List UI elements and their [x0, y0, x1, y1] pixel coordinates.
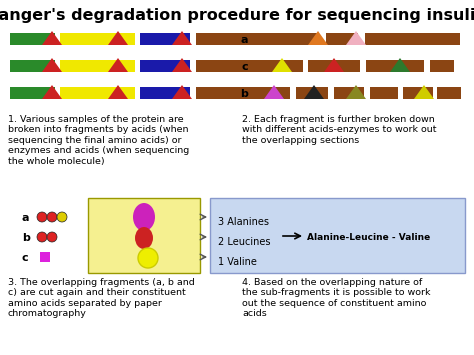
- Text: Alanine-Leucine - Valine: Alanine-Leucine - Valine: [307, 233, 430, 242]
- Bar: [370, 87, 398, 99]
- Polygon shape: [264, 85, 284, 99]
- Circle shape: [37, 212, 47, 222]
- Polygon shape: [308, 31, 328, 45]
- Text: a: a: [240, 35, 248, 45]
- Polygon shape: [414, 85, 434, 99]
- Bar: [60, 33, 135, 45]
- Polygon shape: [272, 58, 292, 72]
- Circle shape: [47, 232, 57, 242]
- Polygon shape: [108, 58, 128, 72]
- Text: b: b: [22, 233, 30, 243]
- Bar: [365, 33, 460, 45]
- Bar: [366, 60, 424, 72]
- Polygon shape: [42, 31, 62, 45]
- Ellipse shape: [135, 227, 153, 249]
- Bar: [196, 33, 286, 45]
- Bar: [258, 60, 303, 72]
- Polygon shape: [42, 58, 62, 72]
- Polygon shape: [304, 85, 324, 99]
- Bar: [334, 87, 364, 99]
- Bar: [10, 87, 55, 99]
- Bar: [196, 60, 286, 72]
- Text: 1. Various samples of the protein are
broken into fragments by acids (when
seque: 1. Various samples of the protein are br…: [8, 115, 189, 165]
- Text: c: c: [22, 253, 28, 263]
- Text: 3. The overlapping fragments (a, b and
c) are cut again and their constituent
am: 3. The overlapping fragments (a, b and c…: [8, 278, 195, 318]
- Polygon shape: [108, 85, 128, 99]
- Bar: [140, 60, 190, 72]
- Text: 1 Valine: 1 Valine: [218, 257, 257, 267]
- Bar: [196, 87, 286, 99]
- Polygon shape: [172, 58, 192, 72]
- Text: a: a: [22, 213, 29, 223]
- Bar: [437, 87, 461, 99]
- Circle shape: [47, 212, 57, 222]
- Polygon shape: [108, 31, 128, 45]
- Polygon shape: [172, 31, 192, 45]
- Text: c: c: [241, 62, 248, 72]
- Text: 3 Alanines: 3 Alanines: [218, 217, 269, 227]
- Polygon shape: [172, 85, 192, 99]
- Bar: [258, 87, 290, 99]
- Polygon shape: [346, 31, 366, 45]
- Polygon shape: [346, 85, 366, 99]
- Bar: [210, 198, 465, 273]
- Bar: [10, 33, 55, 45]
- Bar: [40, 252, 50, 262]
- Bar: [60, 60, 135, 72]
- Bar: [140, 87, 190, 99]
- Text: 2. Each fragment is further broken down
with different acids-enzymes to work out: 2. Each fragment is further broken down …: [242, 115, 437, 145]
- Bar: [296, 87, 328, 99]
- Bar: [403, 87, 433, 99]
- Text: 2 Leucines: 2 Leucines: [218, 237, 271, 247]
- Bar: [60, 87, 135, 99]
- Circle shape: [138, 248, 158, 268]
- Polygon shape: [390, 58, 410, 72]
- Bar: [10, 60, 55, 72]
- Bar: [326, 33, 358, 45]
- Bar: [308, 60, 360, 72]
- Text: b: b: [240, 89, 248, 99]
- Bar: [88, 198, 200, 273]
- Bar: [140, 33, 190, 45]
- Ellipse shape: [133, 203, 155, 231]
- Circle shape: [37, 232, 47, 242]
- Text: Sanger's degradation procedure for sequencing insulin: Sanger's degradation procedure for seque…: [0, 8, 474, 23]
- Circle shape: [57, 212, 67, 222]
- Polygon shape: [324, 58, 344, 72]
- Polygon shape: [42, 85, 62, 99]
- Text: 4. Based on the overlapping nature of
the sub-fragments it is possible to work
o: 4. Based on the overlapping nature of th…: [242, 278, 430, 318]
- Bar: [258, 33, 318, 45]
- Bar: [430, 60, 454, 72]
